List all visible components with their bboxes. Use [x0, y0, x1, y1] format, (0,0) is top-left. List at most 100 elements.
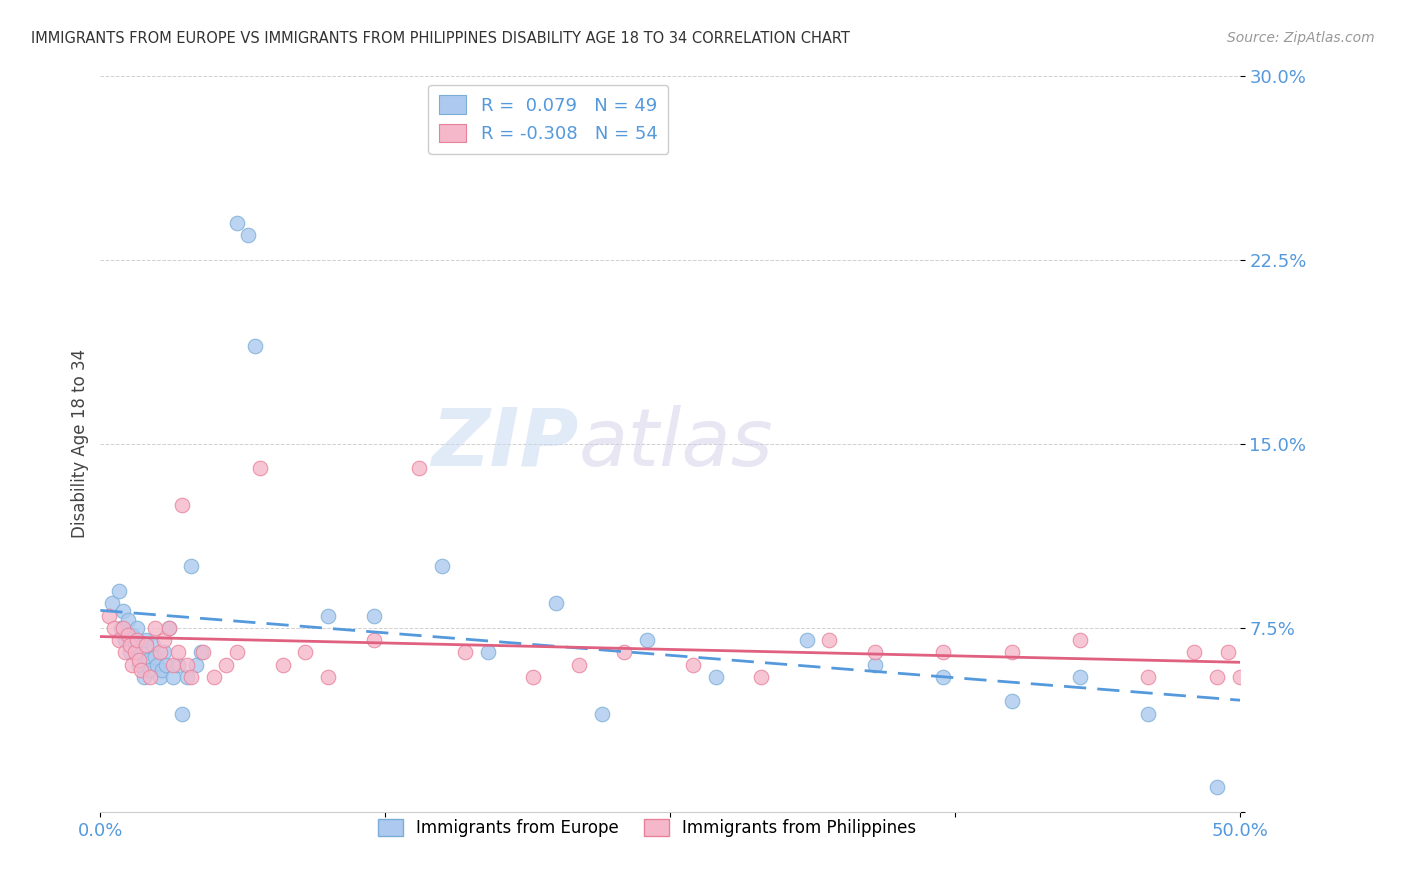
Point: [166, 657, 188, 672]
Point: [180, 559, 202, 574]
Point: [294, 645, 316, 659]
Point: [863, 657, 886, 672]
Point: [1251, 657, 1274, 672]
Point: [1001, 694, 1024, 708]
Point: [100, 596, 122, 610]
Point: [139, 670, 162, 684]
Point: [103, 621, 125, 635]
Point: [1069, 670, 1091, 684]
Point: [118, 638, 141, 652]
Point: [146, 657, 169, 672]
Point: [1263, 645, 1285, 659]
Point: [363, 608, 385, 623]
Point: [149, 645, 172, 659]
Point: [132, 670, 155, 684]
Point: [316, 608, 339, 623]
Point: [149, 670, 172, 684]
Point: [249, 461, 271, 475]
Point: [162, 670, 184, 684]
Point: [1182, 645, 1205, 659]
Point: [124, 645, 146, 659]
Point: [591, 706, 613, 721]
Text: ZIP: ZIP: [432, 405, 579, 483]
Point: [112, 621, 135, 635]
Point: [1001, 645, 1024, 659]
Point: [238, 228, 260, 243]
Point: [226, 216, 249, 230]
Point: [682, 657, 704, 672]
Point: [150, 663, 173, 677]
Point: [112, 604, 135, 618]
Point: [1285, 657, 1308, 672]
Point: [98, 608, 121, 623]
Text: IMMIGRANTS FROM EUROPE VS IMMIGRANTS FROM PHILIPPINES DISABILITY AGE 18 TO 34 CO: IMMIGRANTS FROM EUROPE VS IMMIGRANTS FRO…: [31, 31, 849, 46]
Point: [121, 628, 143, 642]
Point: [1274, 682, 1296, 697]
Point: [636, 633, 658, 648]
Point: [454, 645, 477, 659]
Point: [1205, 780, 1227, 795]
Point: [214, 657, 236, 672]
Point: [190, 645, 212, 659]
Point: [1218, 645, 1240, 659]
Point: [155, 657, 177, 672]
Point: [142, 638, 165, 652]
Point: [176, 670, 198, 684]
Point: [568, 657, 591, 672]
Point: [110, 621, 132, 635]
Point: [131, 663, 153, 677]
Point: [191, 645, 214, 659]
Point: [117, 628, 139, 642]
Point: [408, 461, 430, 475]
Point: [363, 633, 385, 648]
Point: [544, 596, 567, 610]
Point: [932, 670, 955, 684]
Point: [749, 670, 772, 684]
Point: [1240, 645, 1263, 659]
Point: [226, 645, 249, 659]
Point: [125, 621, 148, 635]
Point: [135, 638, 157, 652]
Point: [128, 653, 150, 667]
Point: [143, 650, 166, 665]
Y-axis label: Disability Age 18 to 34: Disability Age 18 to 34: [72, 349, 89, 538]
Point: [131, 645, 153, 659]
Point: [316, 670, 339, 684]
Point: [124, 638, 146, 652]
Point: [245, 338, 267, 352]
Point: [1137, 670, 1160, 684]
Point: [143, 621, 166, 635]
Point: [271, 657, 294, 672]
Point: [136, 653, 159, 667]
Point: [157, 621, 180, 635]
Point: [613, 645, 636, 659]
Point: [704, 670, 727, 684]
Point: [121, 657, 143, 672]
Point: [153, 633, 176, 648]
Point: [818, 633, 841, 648]
Point: [202, 670, 225, 684]
Point: [522, 670, 544, 684]
Point: [114, 645, 136, 659]
Point: [796, 633, 818, 648]
Point: [118, 645, 141, 659]
Point: [176, 657, 198, 672]
Point: [932, 645, 955, 659]
Point: [135, 633, 157, 648]
Point: [172, 498, 194, 512]
Point: [184, 657, 207, 672]
Point: [1069, 633, 1091, 648]
Text: atlas: atlas: [579, 405, 773, 483]
Point: [1137, 706, 1160, 721]
Point: [117, 614, 139, 628]
Point: [863, 645, 886, 659]
Point: [139, 663, 162, 677]
Point: [107, 633, 129, 648]
Legend: Immigrants from Europe, Immigrants from Philippines: Immigrants from Europe, Immigrants from …: [371, 813, 924, 844]
Point: [114, 633, 136, 648]
Point: [162, 657, 184, 672]
Point: [180, 670, 202, 684]
Point: [477, 645, 499, 659]
Point: [157, 621, 180, 635]
Point: [430, 559, 453, 574]
